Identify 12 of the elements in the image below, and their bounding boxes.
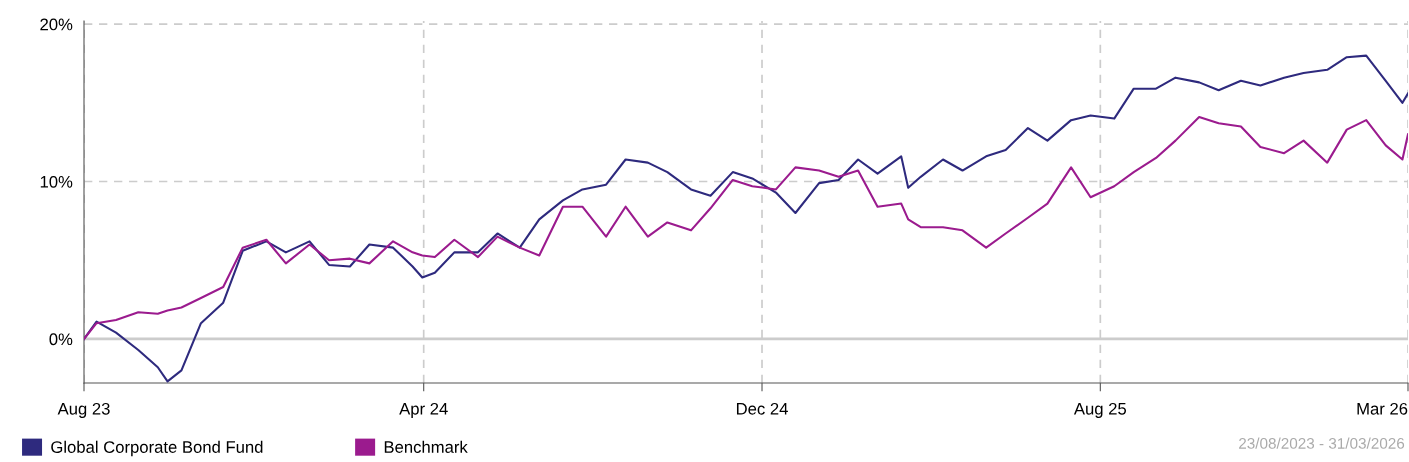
x-tick-label: Aug 23 (57, 402, 110, 418)
y-tick-label: 20% (40, 18, 73, 31)
x-tick-label: Mar 26 (1357, 402, 1408, 415)
legend-label: Benchmark (384, 440, 468, 453)
x-tick-label: Aug 25 (1073, 402, 1127, 418)
y-tick-label: 10% (40, 175, 73, 188)
x-tick-label: Apr 24 (399, 402, 448, 418)
text: 23/08/2023 - 31/03/2026 (1239, 437, 1405, 449)
y-tick-label: 0% (49, 333, 73, 346)
x-tick-label: Dec 24 (736, 402, 788, 415)
line-series (84, 115, 1408, 340)
legend-label: Global Corporate Bond Fund (51, 440, 263, 457)
